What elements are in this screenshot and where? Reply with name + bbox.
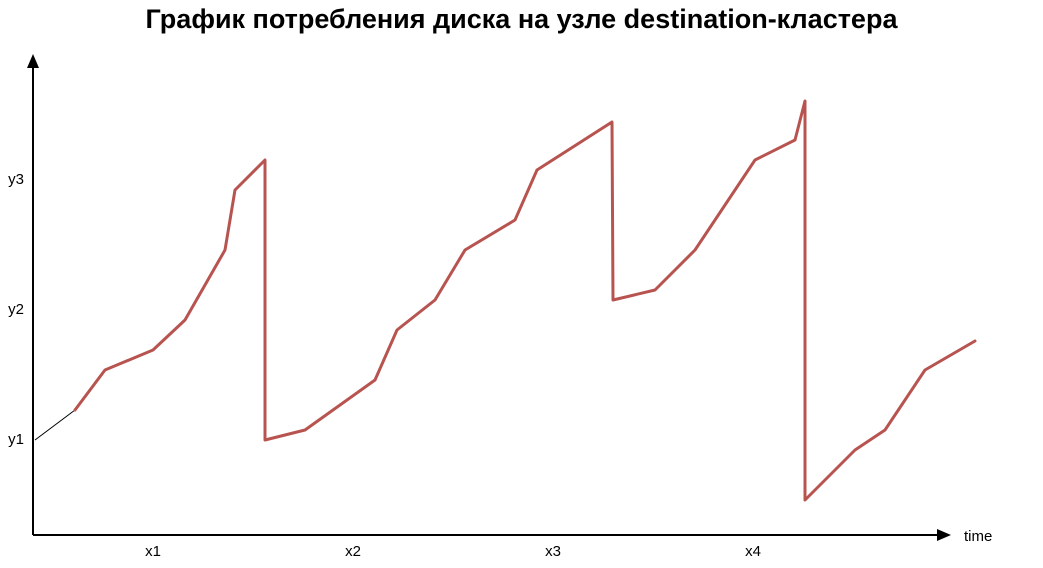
y-tick-label: y2	[8, 301, 24, 318]
chart-title: График потребления диска на узле destina…	[145, 4, 898, 34]
x-tick-label: x3	[545, 543, 561, 560]
lead-in-segment	[34, 409, 76, 441]
y-tick-label: y3	[8, 171, 24, 188]
x-tick-label: x2	[345, 543, 361, 560]
y-tick-label: y1	[8, 431, 24, 448]
x-axis-label: time	[964, 528, 992, 545]
x-axis-arrow	[937, 529, 951, 541]
y-axis-arrow	[27, 54, 39, 68]
axes: time	[27, 54, 992, 545]
series-line	[73, 99, 977, 502]
x-tick-label: x4	[745, 543, 761, 560]
x-tick-label: x1	[145, 543, 161, 560]
